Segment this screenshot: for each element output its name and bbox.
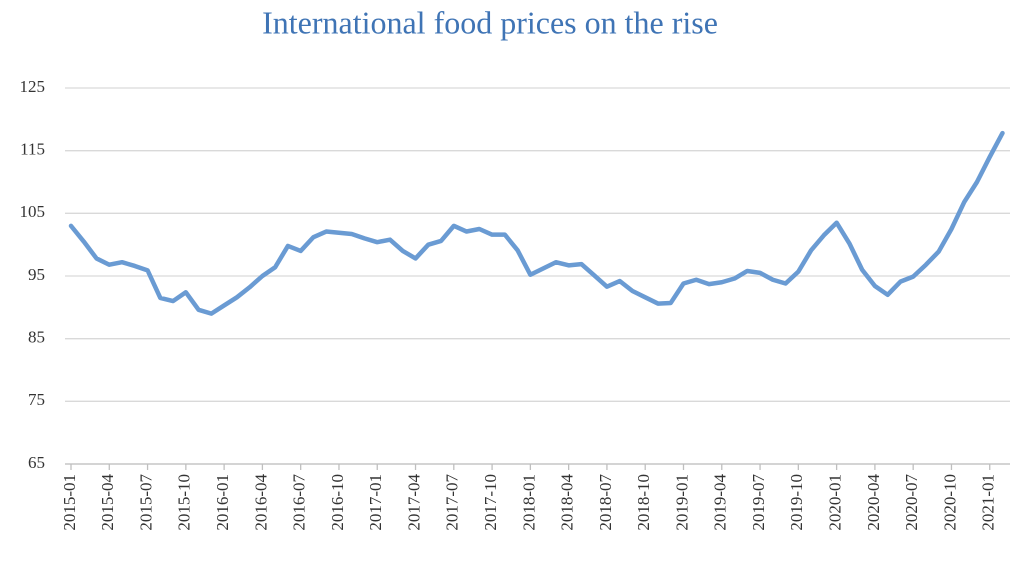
- x-tick-label: 2015-10: [175, 474, 194, 531]
- x-tick-label: 2015-01: [60, 474, 79, 531]
- x-tick-label: 2019-07: [749, 474, 768, 531]
- x-tick-label: 2017-04: [404, 474, 423, 531]
- x-tick-label: 2020-07: [902, 474, 921, 531]
- y-tick-label: 75: [28, 390, 45, 409]
- x-tick-label: 2015-04: [98, 474, 117, 531]
- x-tick-label: 2018-01: [519, 474, 538, 531]
- x-tick-label: 2021-01: [979, 474, 998, 531]
- chart-title: International food prices on the rise: [262, 4, 718, 40]
- y-tick-label: 125: [20, 77, 46, 96]
- y-tick-label: 115: [20, 140, 45, 159]
- x-tick-label: 2016-01: [213, 474, 232, 531]
- x-tick-label: 2018-10: [634, 474, 653, 531]
- x-tick-label: 2020-04: [864, 474, 883, 531]
- x-tick-label: 2020-10: [940, 474, 959, 531]
- x-tick-label: 2019-10: [787, 474, 806, 531]
- x-tick-label: 2019-04: [711, 474, 730, 531]
- x-tick-label: 2015-07: [136, 474, 155, 531]
- x-tick-label: 2017-10: [481, 474, 500, 531]
- x-tick-label: 2016-10: [328, 474, 347, 531]
- x-tick-label: 2016-07: [290, 474, 309, 531]
- x-tick-label: 2019-01: [672, 474, 691, 531]
- x-tick-label: 2018-07: [596, 474, 615, 531]
- x-tick-label: 2017-07: [443, 474, 462, 531]
- y-tick-label: 85: [28, 328, 45, 347]
- x-tick-label: 2020-01: [826, 474, 845, 531]
- y-tick-label: 65: [28, 453, 45, 472]
- y-tick-label: 95: [28, 265, 45, 284]
- x-tick-label: 2016-04: [251, 474, 270, 531]
- x-tick-label: 2017-01: [366, 474, 385, 531]
- y-tick-label: 105: [20, 202, 46, 221]
- x-tick-label: 2018-04: [558, 474, 577, 531]
- data-line: [68, 130, 1005, 316]
